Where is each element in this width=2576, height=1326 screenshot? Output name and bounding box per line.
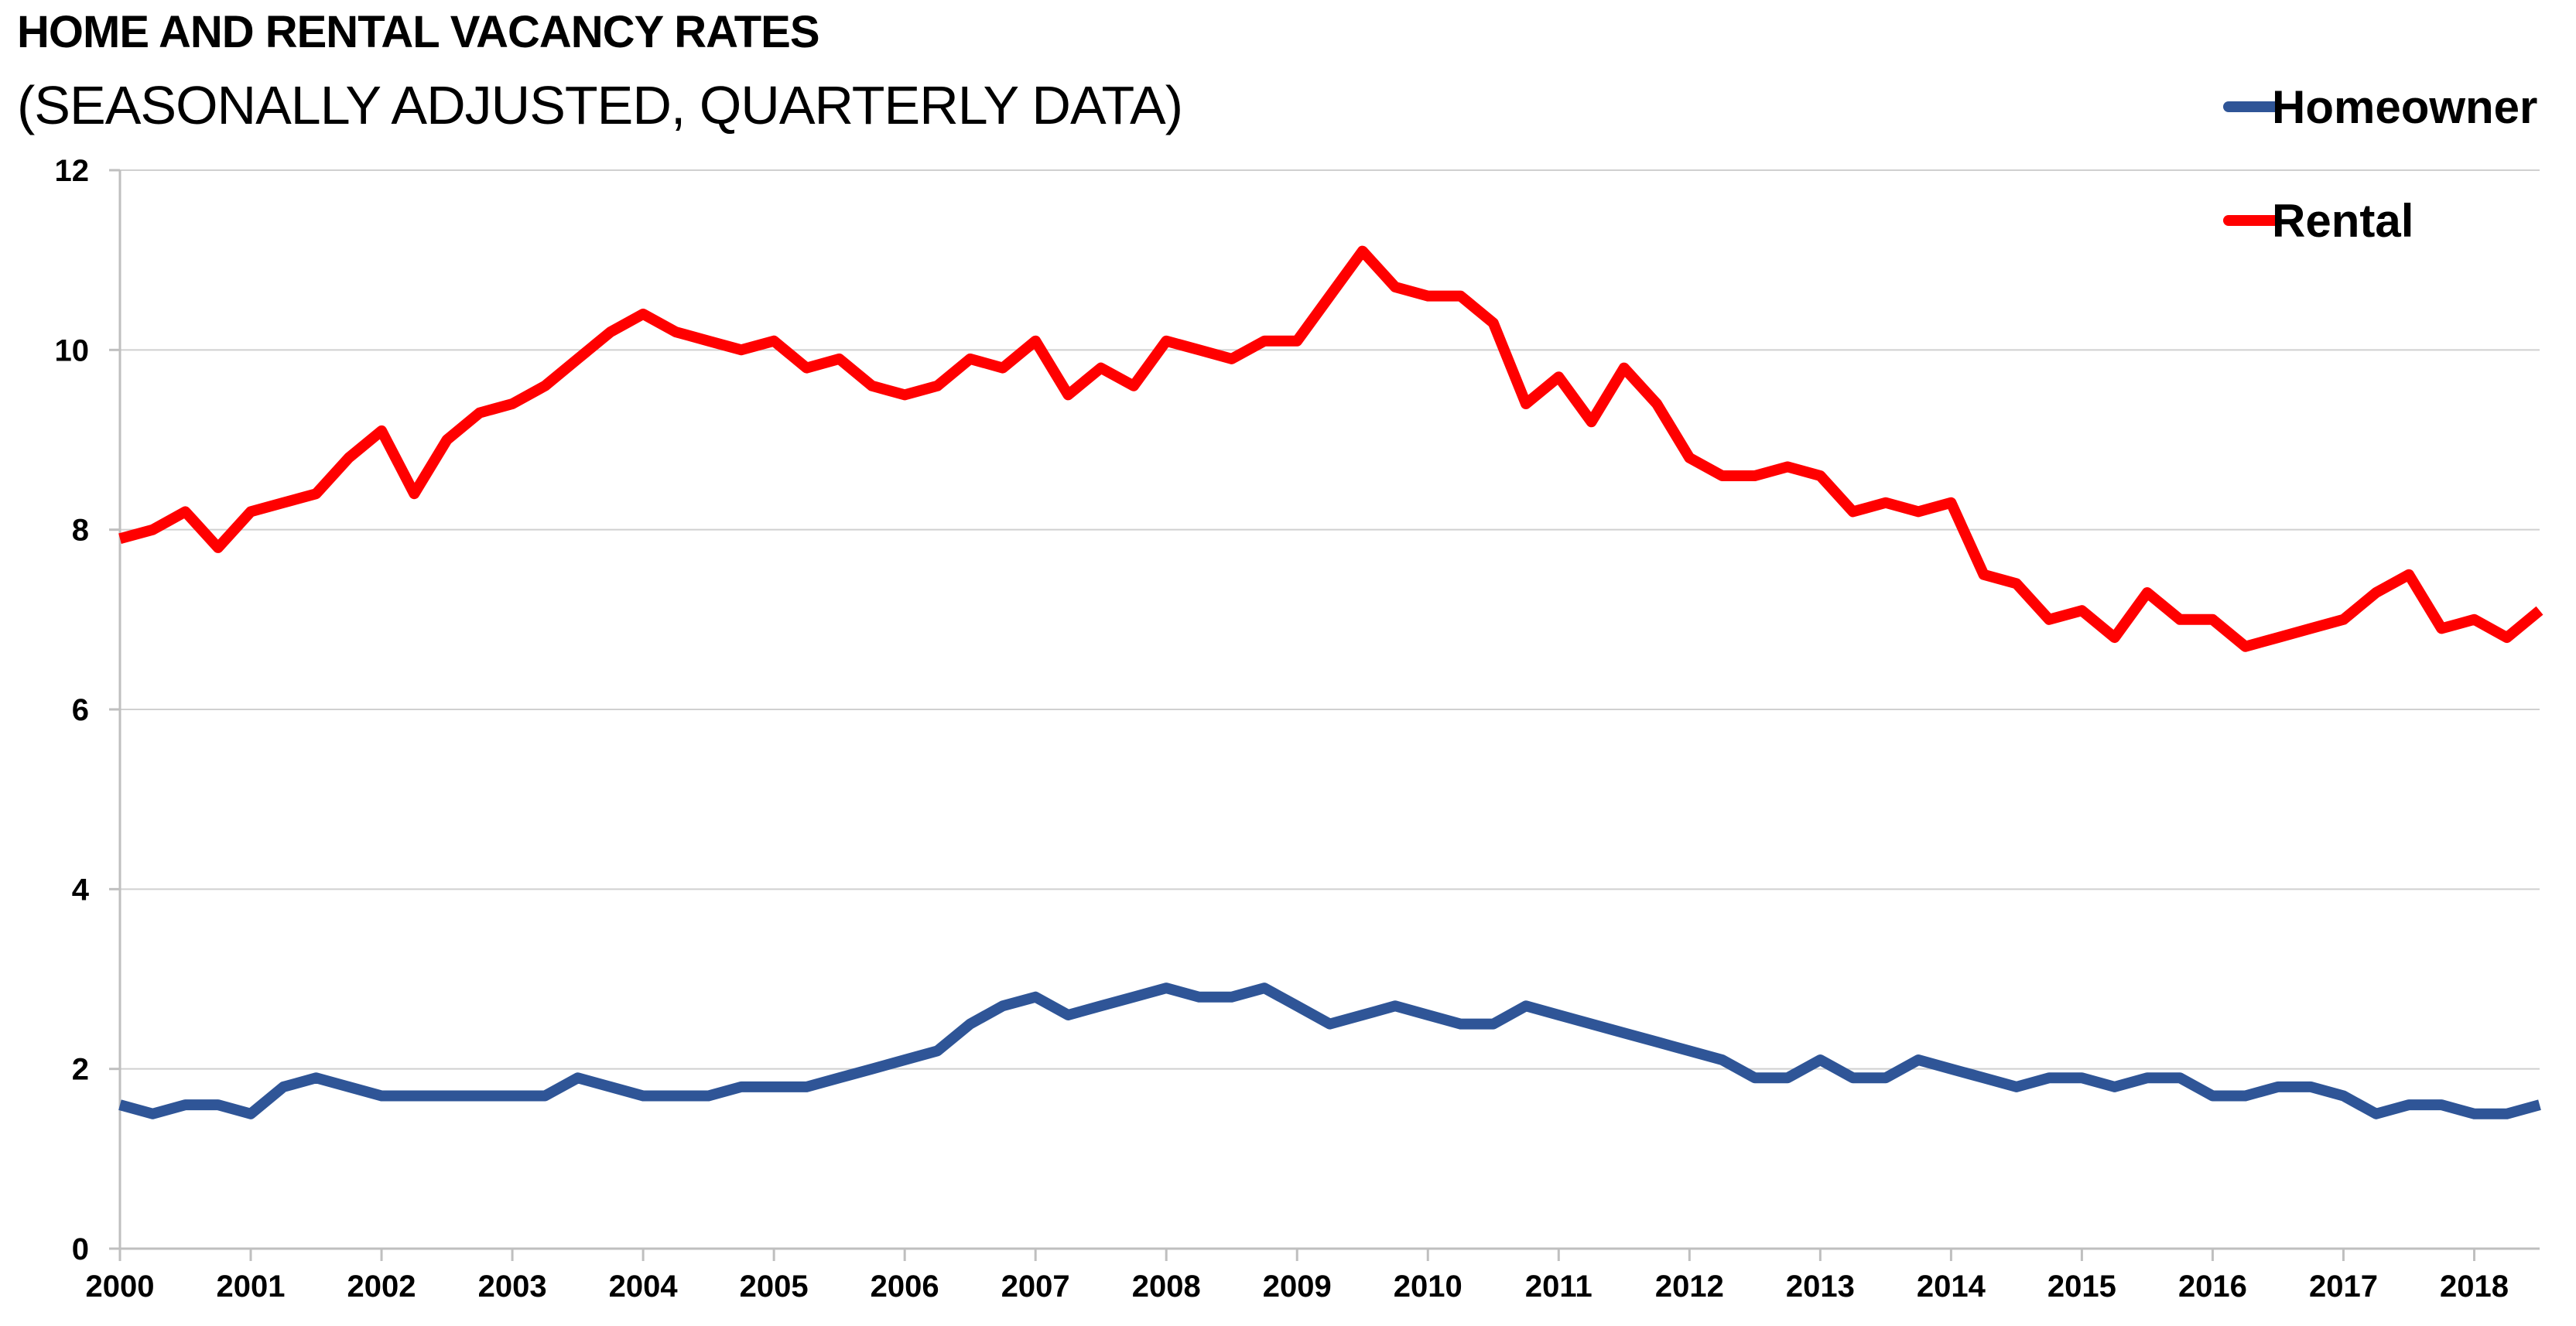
x-tick-label: 2018: [2440, 1270, 2509, 1304]
x-tick-label: 2016: [2178, 1270, 2247, 1304]
series-line-rental: [118, 245, 2544, 652]
x-tick-label: 2014: [1917, 1270, 1986, 1304]
x-tick-label: 2011: [1525, 1270, 1592, 1304]
y-tick-label: 10: [55, 333, 90, 367]
x-tick-label: 2000: [86, 1270, 155, 1304]
y-tick-label: 0: [72, 1232, 89, 1266]
x-tick-label: 2015: [2047, 1270, 2116, 1304]
y-tick-label: 12: [55, 154, 90, 188]
x-tick-labels: 2000 2001 2002 2003 2004 2005 2006 2007 2008 2009…: [86, 1270, 2509, 1304]
x-tick-label: 2008: [1132, 1270, 1201, 1304]
chart-subtitle: (SEASONALLY ADJUSTED, QUARTERLY DATA): [17, 75, 1183, 135]
x-tick-label: 2005: [740, 1270, 809, 1304]
series-lines: [118, 245, 2544, 1119]
x-tick-label: 2013: [1786, 1270, 1855, 1304]
x-tick-label: 2009: [1263, 1270, 1332, 1304]
x-tick-label: 2012: [1655, 1270, 1724, 1304]
gridlines: [120, 169, 2540, 1070]
axes: [109, 169, 2540, 1261]
x-tick-label: 2003: [478, 1270, 547, 1304]
y-tick-label: 8: [72, 514, 89, 548]
x-tick-label: 2010: [1394, 1270, 1462, 1304]
series-line-homeowner: [118, 983, 2541, 1119]
y-tick-label: 2: [72, 1053, 89, 1087]
y-tick-label: 6: [72, 693, 89, 727]
x-tick-label: 2017: [2309, 1270, 2378, 1304]
y-tick-label: 4: [72, 873, 90, 907]
legend-label-rental: Rental: [2272, 195, 2414, 247]
legend: Homeowner Rental: [2223, 81, 2537, 247]
x-tick-label: 2002: [347, 1270, 416, 1304]
x-tick-label: 2006: [871, 1270, 939, 1304]
y-tick-labels: 0 2 4 6 8 10 12: [55, 154, 90, 1266]
x-tick-label: 2001: [217, 1270, 286, 1304]
x-tick-label: 2004: [609, 1270, 679, 1304]
legend-label-homeowner: Homeowner: [2272, 81, 2537, 133]
chart-title: HOME AND RENTAL VACANCY RATES: [17, 7, 820, 57]
x-tick-label: 2007: [1001, 1270, 1070, 1304]
